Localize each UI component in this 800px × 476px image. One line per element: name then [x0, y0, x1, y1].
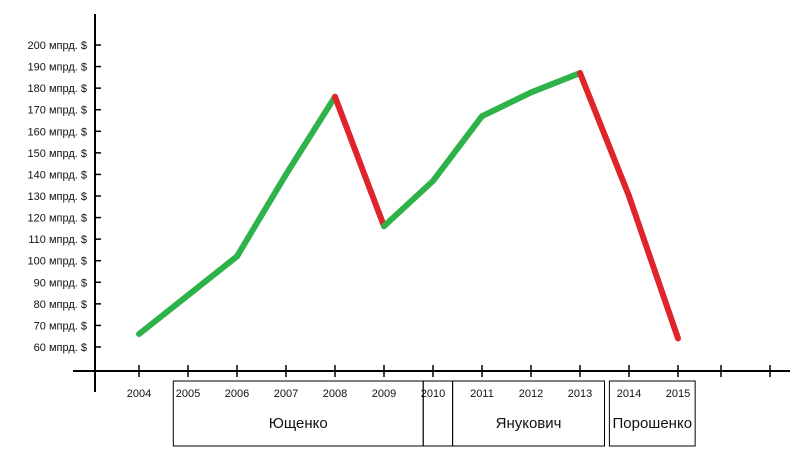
series-segment [577, 70, 632, 199]
y-tick-label: 190 мпрд. $ [28, 62, 87, 74]
series-segment [136, 292, 191, 338]
y-tick-label: 110 мпрд. $ [28, 234, 87, 246]
x-tick-label: 2005 [176, 388, 200, 400]
president-label: Янукович [496, 415, 562, 432]
president-terms: Ющенко Янукович Порошенко [172, 380, 696, 447]
x-tick-label: 2011 [470, 388, 494, 400]
y-tick-label: 70 мпрд. $ [34, 320, 87, 332]
y-tick-label: 130 мпрд. $ [28, 191, 87, 203]
series-segment [381, 177, 436, 230]
president-term-box [608, 380, 696, 447]
x-tick-label: 2007 [274, 388, 298, 400]
series-segment [430, 113, 485, 184]
x-tick-label: 2009 [372, 388, 396, 400]
y-tick-label: 90 мпрд. $ [34, 277, 87, 289]
y-tick-label: 100 мпрд. $ [28, 256, 87, 268]
x-tick-label: 2008 [323, 388, 347, 400]
series-line [136, 70, 681, 342]
y-tick-label: 180 мпрд. $ [28, 83, 87, 95]
president-label: Порошенко [613, 415, 693, 432]
president-label: Ющенко [269, 415, 328, 432]
series-segment [332, 93, 387, 230]
y-tick-label: 140 мпрд. $ [28, 169, 87, 181]
y-tick-label: 150 мпрд. $ [28, 148, 87, 160]
y-tick-label: 80 мпрд. $ [34, 299, 87, 311]
series-segment [626, 193, 681, 342]
y-tick-label: 120 мпрд. $ [28, 213, 87, 225]
y-tick-label: 200 мпрд. $ [28, 40, 87, 52]
x-tick-label: 2013 [568, 388, 592, 400]
x-tick-label: 2006 [225, 388, 249, 400]
x-tick-label: 2014 [617, 388, 641, 400]
y-tick-label: 160 мпрд. $ [28, 126, 87, 138]
series-segment [283, 93, 338, 178]
y-axis: 60 мпрд. $ 70 мпрд. $ 80 мпрд. $ 90 мпрд. $… [28, 14, 101, 392]
series-segment [234, 171, 289, 260]
series-segment [185, 253, 240, 299]
y-tick-label: 170 мпрд. $ [28, 105, 87, 117]
x-tick-label: 2015 [666, 388, 690, 400]
x-tick-label: 2012 [519, 388, 543, 400]
x-tick-label: 2010 [421, 388, 445, 400]
president-term-box [452, 380, 605, 447]
x-axis: 2004 2005 2006 2007 2008 2009 2010 2011 2012 2013… [73, 365, 790, 400]
series-segment [528, 70, 583, 96]
x-tick-label: 2004 [127, 388, 151, 400]
y-tick-label: 60 мпрд. $ [34, 342, 87, 354]
series-segment [479, 89, 534, 120]
